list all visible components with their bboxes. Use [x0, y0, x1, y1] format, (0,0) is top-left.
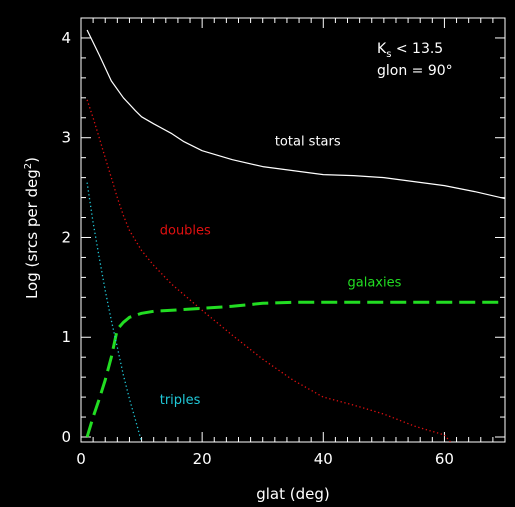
x-tick-label: 20	[193, 450, 212, 468]
series-line-total-stars	[86, 29, 505, 200]
x-tick-label: 60	[435, 450, 454, 468]
y-tick-label: 2	[61, 228, 71, 246]
y-tick-label: 3	[61, 129, 71, 147]
series-label-triples: triples	[160, 393, 201, 408]
annotation-line-2: glon = 90°	[377, 63, 453, 79]
y-tick-label: 4	[61, 29, 71, 47]
y-tick-label: 0	[61, 428, 71, 446]
x-tick-label: 40	[314, 450, 333, 468]
x-axis-label: glat (deg)	[256, 485, 330, 503]
x-tick-label: 0	[76, 450, 86, 468]
series-label-total-stars: total stars	[275, 135, 341, 150]
y-axis-label: Log (srcs per deg2)	[23, 157, 41, 299]
annotation-line-1: Ks < 13.5	[377, 41, 443, 60]
series-label-galaxies: galaxies	[348, 275, 402, 290]
y-tick-label: 1	[61, 328, 71, 346]
series-line-triples	[86, 182, 143, 442]
annotation: Ks < 13.5 glon = 90°	[377, 41, 453, 79]
series-label-doubles: doubles	[160, 223, 211, 238]
series-line-doubles	[86, 99, 451, 442]
plot-frame	[80, 17, 506, 443]
series-line-galaxies	[85, 300, 505, 438]
